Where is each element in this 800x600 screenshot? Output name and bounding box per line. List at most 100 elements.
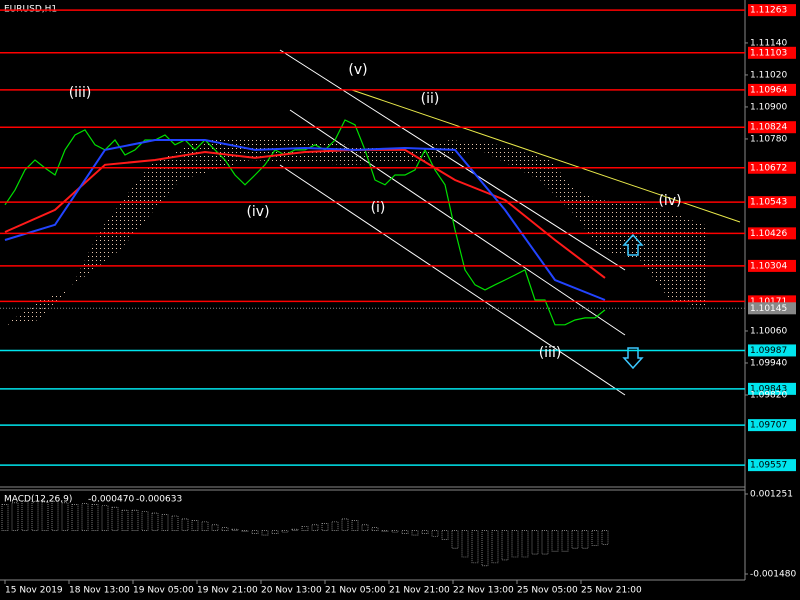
x-tick-label: 22 Nov 13:00: [453, 586, 514, 596]
x-tick-label: 20 Nov 13:00: [261, 586, 322, 596]
wave-label: (ii): [421, 91, 440, 107]
histogram-bar: [521, 530, 529, 558]
histogram-bar: [421, 530, 429, 534]
histogram-bar: [181, 518, 189, 531]
histogram-bar: [501, 530, 509, 561]
y-tick-label: 1.09820: [750, 390, 787, 400]
down-arrow: [622, 347, 644, 370]
level-label: 1.11103: [750, 48, 787, 58]
histogram-bar: [511, 530, 519, 558]
histogram-bar: [471, 530, 479, 564]
histogram-bar: [581, 530, 589, 549]
level-tag: [748, 382, 796, 395]
histogram-bar: [321, 523, 329, 531]
level-tag: [748, 419, 796, 432]
level-tag: [748, 46, 796, 59]
trend-line: [351, 89, 741, 223]
y-tick-label: 1.10780: [750, 134, 787, 144]
x-tick-label: 25 Nov 05:00: [517, 586, 578, 596]
histogram-bar: [481, 530, 489, 567]
x-tick-label: 21 Nov 21:00: [389, 586, 450, 596]
level-label: 1.10171: [750, 297, 787, 307]
macd-title: MACD(12,26,9): [4, 495, 72, 505]
level-label: 1.09987: [750, 346, 787, 356]
x-tick-label: 19 Nov 05:00: [133, 586, 194, 596]
level-label: 1.10426: [750, 229, 787, 239]
x-tick-label: 18 Nov 13:00: [69, 586, 130, 596]
level-tag: [748, 161, 796, 174]
histogram-bar: [291, 528, 299, 531]
level-tag: [748, 4, 796, 17]
histogram-bar: [341, 518, 349, 531]
histogram-bar: [191, 520, 199, 531]
histogram-bar: [491, 530, 499, 564]
histogram-bar: [441, 530, 449, 540]
histogram-bar: [111, 506, 119, 531]
level-label: 1.10672: [750, 163, 787, 173]
histogram-bar: [351, 520, 359, 531]
level-tag: [748, 121, 796, 134]
y-tick-label: -0.001480: [750, 569, 796, 579]
last-price-tag: [748, 302, 796, 315]
histogram-bar: [201, 521, 209, 531]
y-tick-label: 0.001251: [750, 490, 793, 500]
histogram-bar: [221, 527, 229, 531]
histogram-bar: [11, 502, 19, 531]
y-tick-label: 1.10060: [750, 326, 787, 336]
histogram-bar: [1, 503, 9, 531]
level-label: 1.10824: [750, 123, 787, 133]
histogram-bar: [151, 512, 159, 531]
histogram-bar: [71, 503, 79, 531]
x-tick-label: 19 Nov 21:00: [197, 586, 258, 596]
level-label: 1.10543: [750, 198, 787, 208]
histogram-bar: [101, 505, 109, 531]
histogram-bar: [21, 501, 29, 531]
level-label: 1.09707: [750, 421, 787, 431]
price-line: [4, 148, 606, 279]
histogram-bar: [231, 528, 239, 531]
histogram-bar: [541, 530, 549, 555]
wave-label: (i): [371, 200, 386, 216]
histogram-bar: [461, 530, 469, 558]
histogram-bar: [81, 503, 89, 531]
y-tick-label: 1.11020: [750, 70, 787, 80]
histogram-bar: [401, 530, 409, 534]
x-tick-label: 15 Nov 2019: [5, 586, 63, 596]
macd-readout: -0.000470: [88, 495, 134, 505]
histogram-bar: [561, 530, 569, 552]
last-price-label: 1.10145: [750, 304, 787, 314]
level-label: 1.09843: [750, 384, 787, 394]
y-tick-label: 1.11140: [750, 38, 787, 48]
histogram-bar: [451, 530, 459, 549]
histogram-bar: [271, 530, 279, 534]
histogram-bar: [261, 530, 269, 536]
histogram-bar: [131, 509, 139, 531]
histogram-bar: [411, 530, 419, 536]
histogram-bar: [371, 527, 379, 531]
histogram-bar: [311, 524, 319, 531]
histogram-bar: [91, 503, 99, 531]
histogram-bar: [51, 501, 59, 531]
histogram-bar: [281, 530, 289, 533]
level-tag: [748, 259, 796, 272]
histogram-bar: [301, 525, 309, 531]
y-tick-label: 1.10900: [750, 102, 787, 112]
histogram-bar: [251, 530, 259, 534]
histogram-bar: [551, 530, 559, 552]
macd-readout: -0.000633: [136, 495, 182, 505]
histogram-bar: [41, 501, 49, 531]
wave-label: (iv): [246, 204, 269, 220]
histogram-bar: [121, 509, 129, 531]
histogram-bar: [241, 530, 249, 532]
histogram-bar: [161, 514, 169, 531]
histogram-bar: [381, 530, 389, 532]
price-line: [4, 139, 606, 301]
histogram-bar: [591, 530, 599, 546]
wave-label: (iv): [658, 193, 681, 209]
level-tag: [748, 344, 796, 357]
level-label: 1.09557: [750, 461, 787, 471]
wave-label: (iii): [69, 85, 92, 101]
histogram-bar: [361, 524, 369, 531]
histogram-bar: [531, 530, 539, 555]
x-tick-label: 21 Nov 05:00: [325, 586, 386, 596]
